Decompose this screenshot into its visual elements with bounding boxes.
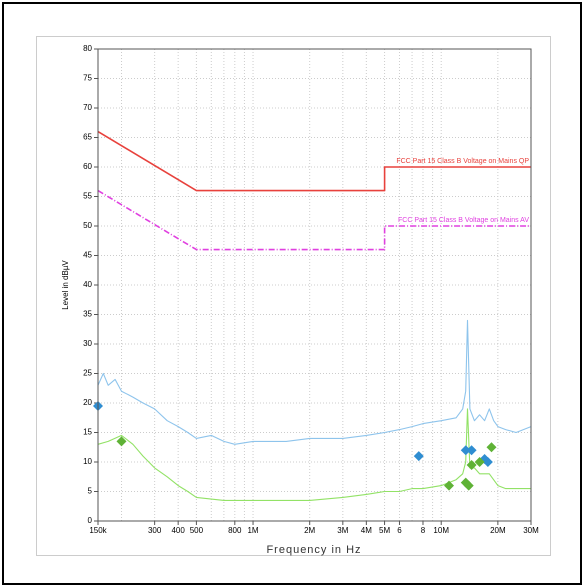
plot-border xyxy=(97,48,532,522)
limit-line xyxy=(97,189,531,251)
plot: FCC Part 15 Class B Voltage on Mains QP F… xyxy=(93,130,532,501)
trace-line xyxy=(97,319,532,445)
y-tick-label: 40 xyxy=(83,280,92,289)
y-tick-label: 15 xyxy=(83,428,92,437)
marker xyxy=(413,451,424,462)
x-tick-label: 10M xyxy=(433,526,449,535)
marker xyxy=(482,457,493,467)
y-tick-label: 75 xyxy=(83,74,92,83)
y-tick-label: 35 xyxy=(83,310,92,319)
x-tick-label: 150k xyxy=(89,526,107,535)
x-tick-label: 800 xyxy=(228,526,242,535)
y-tick-label: 45 xyxy=(83,251,92,260)
x-axis-title: Frequency in Hz xyxy=(266,544,361,556)
x-tick-label: 6 xyxy=(397,526,402,535)
marker xyxy=(474,457,485,467)
x-tick-label: 20M xyxy=(490,526,506,535)
limit-label: FCC Part 15 Class B Voltage on Mains AV xyxy=(398,217,529,224)
x-tick-label: 300 xyxy=(148,526,162,535)
y-tick-label: 60 xyxy=(83,162,92,171)
limit-line xyxy=(97,130,531,192)
marker xyxy=(444,480,455,491)
y-tick-label: 25 xyxy=(83,369,92,378)
y-tick-label: 80 xyxy=(83,44,92,53)
limit-label: FCC Part 15 Class B Voltage on Mains QP xyxy=(396,158,529,165)
y-tick-label: 30 xyxy=(83,339,92,348)
y-tick-label: 20 xyxy=(83,398,92,407)
marker xyxy=(486,442,497,453)
y-tick-label: 5 xyxy=(88,487,93,496)
marker xyxy=(463,480,474,491)
y-tick-label: 55 xyxy=(83,192,92,201)
x-tick-label: 30M xyxy=(523,526,539,535)
marker xyxy=(466,445,477,456)
marker xyxy=(460,445,471,456)
y-tick-label: 70 xyxy=(83,103,92,112)
y-axis-title: Level in dBµV xyxy=(61,260,70,310)
marker xyxy=(466,459,477,470)
y-tick-label: 65 xyxy=(83,133,92,142)
x-tick-label: 8 xyxy=(421,526,426,535)
x-tick-label: 500 xyxy=(190,526,204,535)
panel xyxy=(36,36,551,556)
x-tick-label: 400 xyxy=(171,526,185,535)
y-tick-label: 0 xyxy=(88,516,93,525)
x-tick-label: 4M xyxy=(361,526,372,535)
x-tick-label: 3M xyxy=(337,526,348,535)
y-tick-label: 50 xyxy=(83,221,92,230)
y-tick-label: 10 xyxy=(83,457,92,466)
marker xyxy=(116,436,127,447)
trace-line xyxy=(97,408,531,501)
x-tick-label: 2M xyxy=(304,526,315,535)
x-tick-label: 1M xyxy=(247,526,258,535)
x-tick-label: 5M xyxy=(379,526,390,535)
